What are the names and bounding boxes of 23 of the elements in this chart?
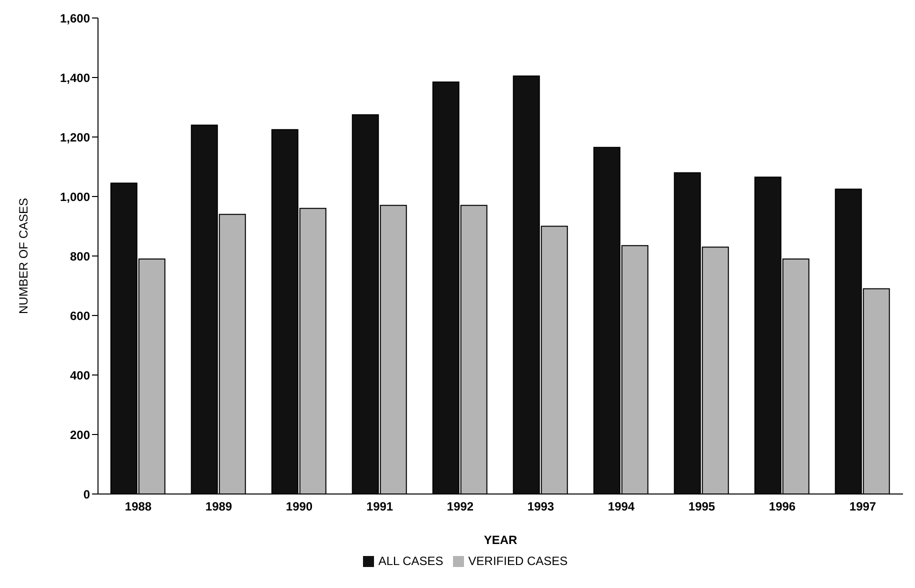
x-tick-label: 1988 [124,500,152,514]
x-tick-label: 1990 [286,500,313,514]
legend-label: VERIFIED CASES [468,554,568,568]
x-tick-label: 1997 [849,500,876,514]
y-tick-label: 0 [83,487,90,502]
y-tick-label: 600 [70,308,90,323]
x-tick-label: 1991 [366,500,394,514]
legend-label: ALL CASES [378,554,444,568]
y-tick-label: 1,400 [60,70,90,85]
y-tick-label: 1,600 [60,11,90,26]
y-tick-label: 800 [70,249,90,264]
x-tick-label: 1989 [205,500,232,514]
x-tick-label: 1993 [527,500,554,514]
x-tick-label: 1992 [446,500,474,514]
x-tick-label: 1994 [608,500,635,514]
x-tick-label: 1996 [768,500,796,514]
x-axis-title: YEAR [484,533,518,547]
y-tick-label: 400 [70,368,90,382]
y-tick-label: 1,200 [60,130,90,144]
y-tick-label: 200 [70,428,90,442]
x-tick-label: 1995 [688,500,716,514]
y-axis-title: NUMBER OF CASES [16,198,30,314]
y-tick-label: 1,000 [60,190,90,204]
